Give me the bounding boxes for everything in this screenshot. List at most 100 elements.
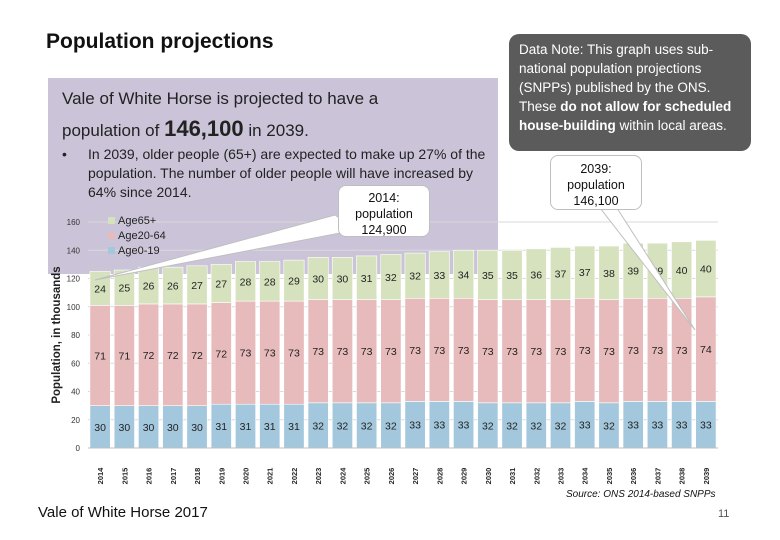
data-note-pre: Data Note: This graph uses sub-national … <box>519 42 714 114</box>
legend: Age65+ Age20-64 Age0-19 <box>108 215 166 257</box>
y-tick-label: 40 <box>71 388 80 397</box>
data-label: 26 <box>167 281 179 293</box>
y-tick-label: 80 <box>71 331 80 340</box>
data-label: 33 <box>652 420 664 432</box>
data-label: 73 <box>676 345 688 357</box>
data-label: 32 <box>312 420 324 432</box>
data-label: 73 <box>240 348 252 360</box>
data-label: 39 <box>627 266 639 278</box>
x-tick-label: 2019 <box>217 468 226 485</box>
data-label: 73 <box>482 346 494 358</box>
data-label: 73 <box>409 345 421 357</box>
x-tick-label: 2014 <box>96 467 105 485</box>
data-label: 40 <box>700 264 712 276</box>
data-label: 32 <box>530 420 542 432</box>
bar-segment <box>162 266 184 305</box>
bar-segment <box>380 254 402 300</box>
bars: 30 71 24 30 71 25 30 72 26 30 72 26 30 72 27 31 72 27 31 73… <box>89 240 717 449</box>
headline: Vale of White Horse is projected to have… <box>62 84 482 146</box>
data-note-post: within local areas. <box>615 118 727 133</box>
y-tick-label: 20 <box>71 416 80 425</box>
data-label: 33 <box>627 420 639 432</box>
legend-swatch <box>108 232 115 239</box>
data-label: 33 <box>458 420 470 432</box>
data-label: 30 <box>191 422 203 434</box>
data-label: 26 <box>143 281 155 293</box>
data-label: 38 <box>603 268 615 280</box>
data-label: 73 <box>361 346 373 358</box>
data-label: 73 <box>385 346 397 358</box>
headline-pre: population of <box>62 121 165 140</box>
data-label: 73 <box>434 345 446 357</box>
data-label: 72 <box>143 350 155 362</box>
data-label: 28 <box>264 276 276 288</box>
legend-swatch <box>108 217 115 224</box>
bar-segment <box>307 257 329 300</box>
x-tick-label: 2025 <box>363 468 372 485</box>
bar-segment <box>356 255 378 300</box>
bar-segment <box>574 245 596 299</box>
data-label: 24 <box>94 283 106 295</box>
data-label: 32 <box>361 420 373 432</box>
callout-2039-line3: 146,100 <box>573 194 619 208</box>
y-tick-label: 160 <box>67 218 81 227</box>
bar-segment <box>695 240 717 298</box>
data-label: 73 <box>337 346 349 358</box>
data-label: 28 <box>240 276 252 288</box>
data-label: 31 <box>240 421 252 433</box>
data-label: 30 <box>167 422 179 434</box>
callout-2014: 2014: population 124,900 <box>338 185 430 237</box>
data-label: 35 <box>482 270 494 282</box>
bar-segment <box>550 247 571 300</box>
data-label: 30 <box>312 274 324 286</box>
headline-line1: Vale of White Horse is projected to have… <box>62 89 379 108</box>
y-tick-label: 60 <box>71 359 80 368</box>
x-tick-label: 2015 <box>120 468 129 485</box>
data-note: Data Note: This graph uses sub-national … <box>509 34 751 151</box>
x-tick-label: 2033 <box>557 468 566 485</box>
x-tick-label: 2037 <box>653 468 662 485</box>
headline-value: 146,100 <box>164 116 244 141</box>
page-title: Population projections <box>46 30 274 53</box>
bar-segment <box>235 261 256 302</box>
y-axis-label: Population, in thousands <box>51 266 63 403</box>
bar-segment <box>525 248 547 300</box>
x-tick-label: 2036 <box>629 468 638 485</box>
data-label: 30 <box>337 274 349 286</box>
x-tick-label: 2026 <box>387 468 396 485</box>
data-label: 73 <box>264 348 276 360</box>
data-label: 37 <box>579 267 591 279</box>
data-label: 72 <box>191 350 203 362</box>
data-label: 31 <box>215 421 227 433</box>
x-tick-label: 2031 <box>508 468 517 485</box>
x-tick-label: 2020 <box>242 468 251 485</box>
data-label: 40 <box>676 265 688 277</box>
data-label: 32 <box>603 420 615 432</box>
data-label: 32 <box>409 271 421 283</box>
data-label: 73 <box>652 345 664 357</box>
data-label: 73 <box>579 345 591 357</box>
legend-label: Age0-19 <box>118 245 160 257</box>
bar-segment <box>671 241 693 299</box>
data-label: 73 <box>312 346 324 358</box>
data-label: 73 <box>458 345 470 357</box>
bar-segment <box>477 249 499 300</box>
x-tick-label: 2023 <box>314 468 323 485</box>
source-note: Source: ONS 2014-based SNPPs <box>566 489 716 500</box>
data-label: 33 <box>700 420 712 432</box>
callout-2039-line1: 2039: <box>580 162 612 176</box>
x-tick-label: 2038 <box>678 468 687 485</box>
data-label: 71 <box>94 350 106 362</box>
data-label: 33 <box>676 420 688 432</box>
data-note-bold: do not allow for scheduled house-buildin… <box>519 99 732 133</box>
y-tick-label: 140 <box>67 246 81 255</box>
bar-segment <box>453 249 475 299</box>
bar-segment <box>428 251 450 299</box>
callout-2039: 2039: population 146,100 <box>550 155 642 210</box>
data-label: 33 <box>409 420 421 432</box>
x-tick-label: 2030 <box>484 468 493 485</box>
bar-segment <box>404 252 426 299</box>
data-label: 27 <box>215 278 227 290</box>
data-label: 73 <box>555 346 567 358</box>
